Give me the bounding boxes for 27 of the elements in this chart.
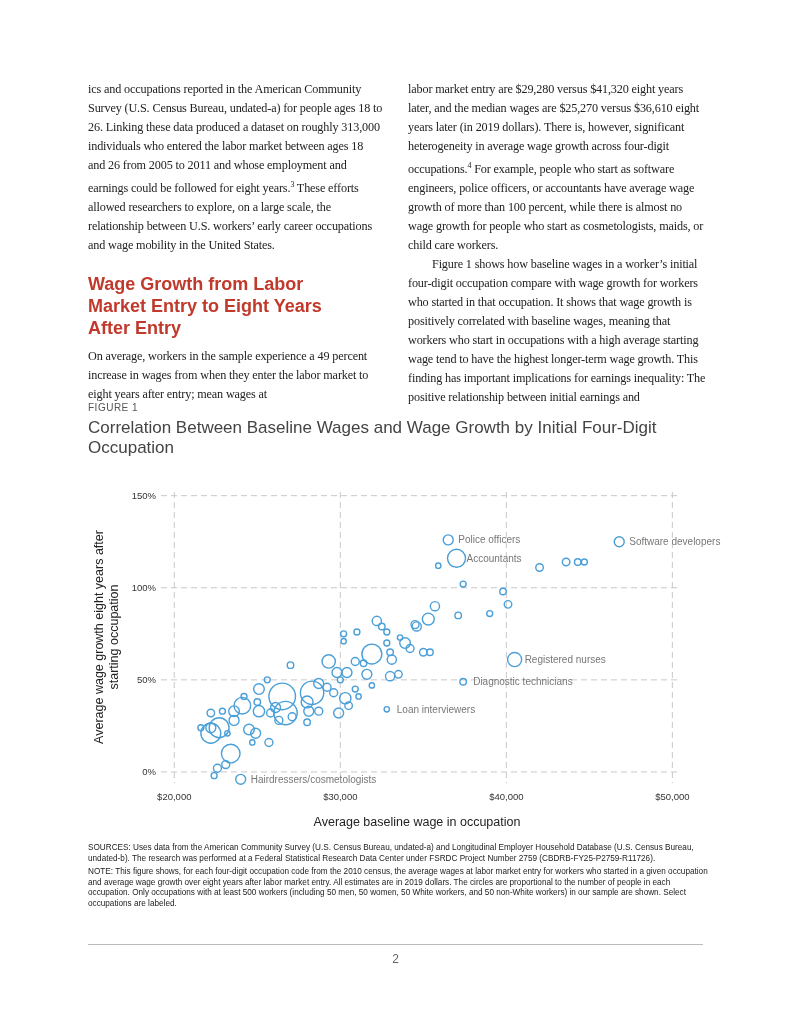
source-note: SOURCES: Uses data from the American Community Survey (U.S. Census Bureau, undated-a) and Longitudinal Employer Household Database (U.S. Census Bureau, undated-b). The research was performed at a Federal Statistical Research Data Center under FSRDC Project Number 2759 (CBDRB-FY25-P2759-R11726). xyxy=(88,843,695,864)
annotation: Software developers xyxy=(629,536,721,548)
x-tick-label: $50,000 xyxy=(655,791,690,802)
y-tick-label: 150% xyxy=(131,490,157,502)
annotation: Registered nurses xyxy=(524,654,606,666)
y-tick-label: 50% xyxy=(136,674,157,686)
text: labor market entry are $29,280 versus $41,320 eight years later, and the median wages are $25,270 versus $36,610 eight years later (in 2019 dollars). There is, however, significant heterogeneity in average wage growth across four-digit occupations.$^{4}$ For example, people who start as software engineers, police officers, or accountants have average wage growth of more than 100 percent, while there is almost no wage growth for people who start as cosmetologists, maids, or child care workers. xyxy=(408,82,704,253)
y-axis-title: Average wage growth eight years after starting occupation xyxy=(91,530,121,744)
annotation: Police officers xyxy=(458,534,521,546)
annotation: Loan interviewers xyxy=(396,703,476,715)
annotation: Accountants xyxy=(466,552,522,564)
text: On average, workers in the sample experience a 49 percent increase in wages from when they enter the labor market to eight years after entry; mean wages at xyxy=(88,349,369,402)
x-tick-label: $30,000 xyxy=(323,791,358,802)
x-axis-title: Average baseline wage in occupation xyxy=(313,815,521,829)
caption: FIGURE 1 xyxy=(88,402,139,413)
x-tick-label: $40,000 xyxy=(489,791,524,802)
text: ics and occupations reported in the American Community Survey (U.S. Census Bureau, undated-a) for people ages 18 to 26. Linking these data produced a dataset on roughly 313,000 individuals who entered the labor market between ages 18 and 26 from 2005 to 2011 and whose employment and earnings could be followed for eight years.$^{3}$ These efforts allowed researchers to explore, on a large scale, the relationship between U.S. workers’ early career occupations and wage mobility in the United States. xyxy=(88,82,383,253)
x-tick-label: $20,000 xyxy=(157,791,192,802)
text: 2 xyxy=(391,952,400,966)
y-tick-label: 0% xyxy=(142,766,157,778)
chart-title: Correlation Between Baseline Wages and Wage Growth by Initial Four-Digit Occupation xyxy=(88,418,658,458)
caption: Figure 1 shows how baseline wages in a worker’s initial four-digit occupation compare with wage growth for workers who started in that occupation. It shows that wage growth is positively correlated with baseline wages, meaning that workers who start in occupations with a high average starting wage tend to have the highest longer-term wage growth. This finding has important implications for earnings inequality: The positive relationship between initial earnings and xyxy=(408,256,707,407)
annotation: Diagnostic technicians xyxy=(473,676,573,688)
text: NOTE: This figure shows, for each four-digit occupation code from the 2010 census, the average wages at labor market entry for workers who started in a given occupation and average wage growth over eight years after labor market entry. All estimates are in 2019 dollars. The circles are proportional to the number of people in each occupation. Only occupations with at least 500 workers (including 50 men, 50 women, 50 White workers, and 50 non-White workers) in our sample are shown. Select occupations are labeled. xyxy=(88,867,708,909)
annotation: Hairdressers/cosmetologists xyxy=(250,773,377,785)
y-tick-label: 100% xyxy=(131,582,157,594)
text: Wage Growth from Labor Market Entry to Eight Years After Entry xyxy=(88,273,323,340)
